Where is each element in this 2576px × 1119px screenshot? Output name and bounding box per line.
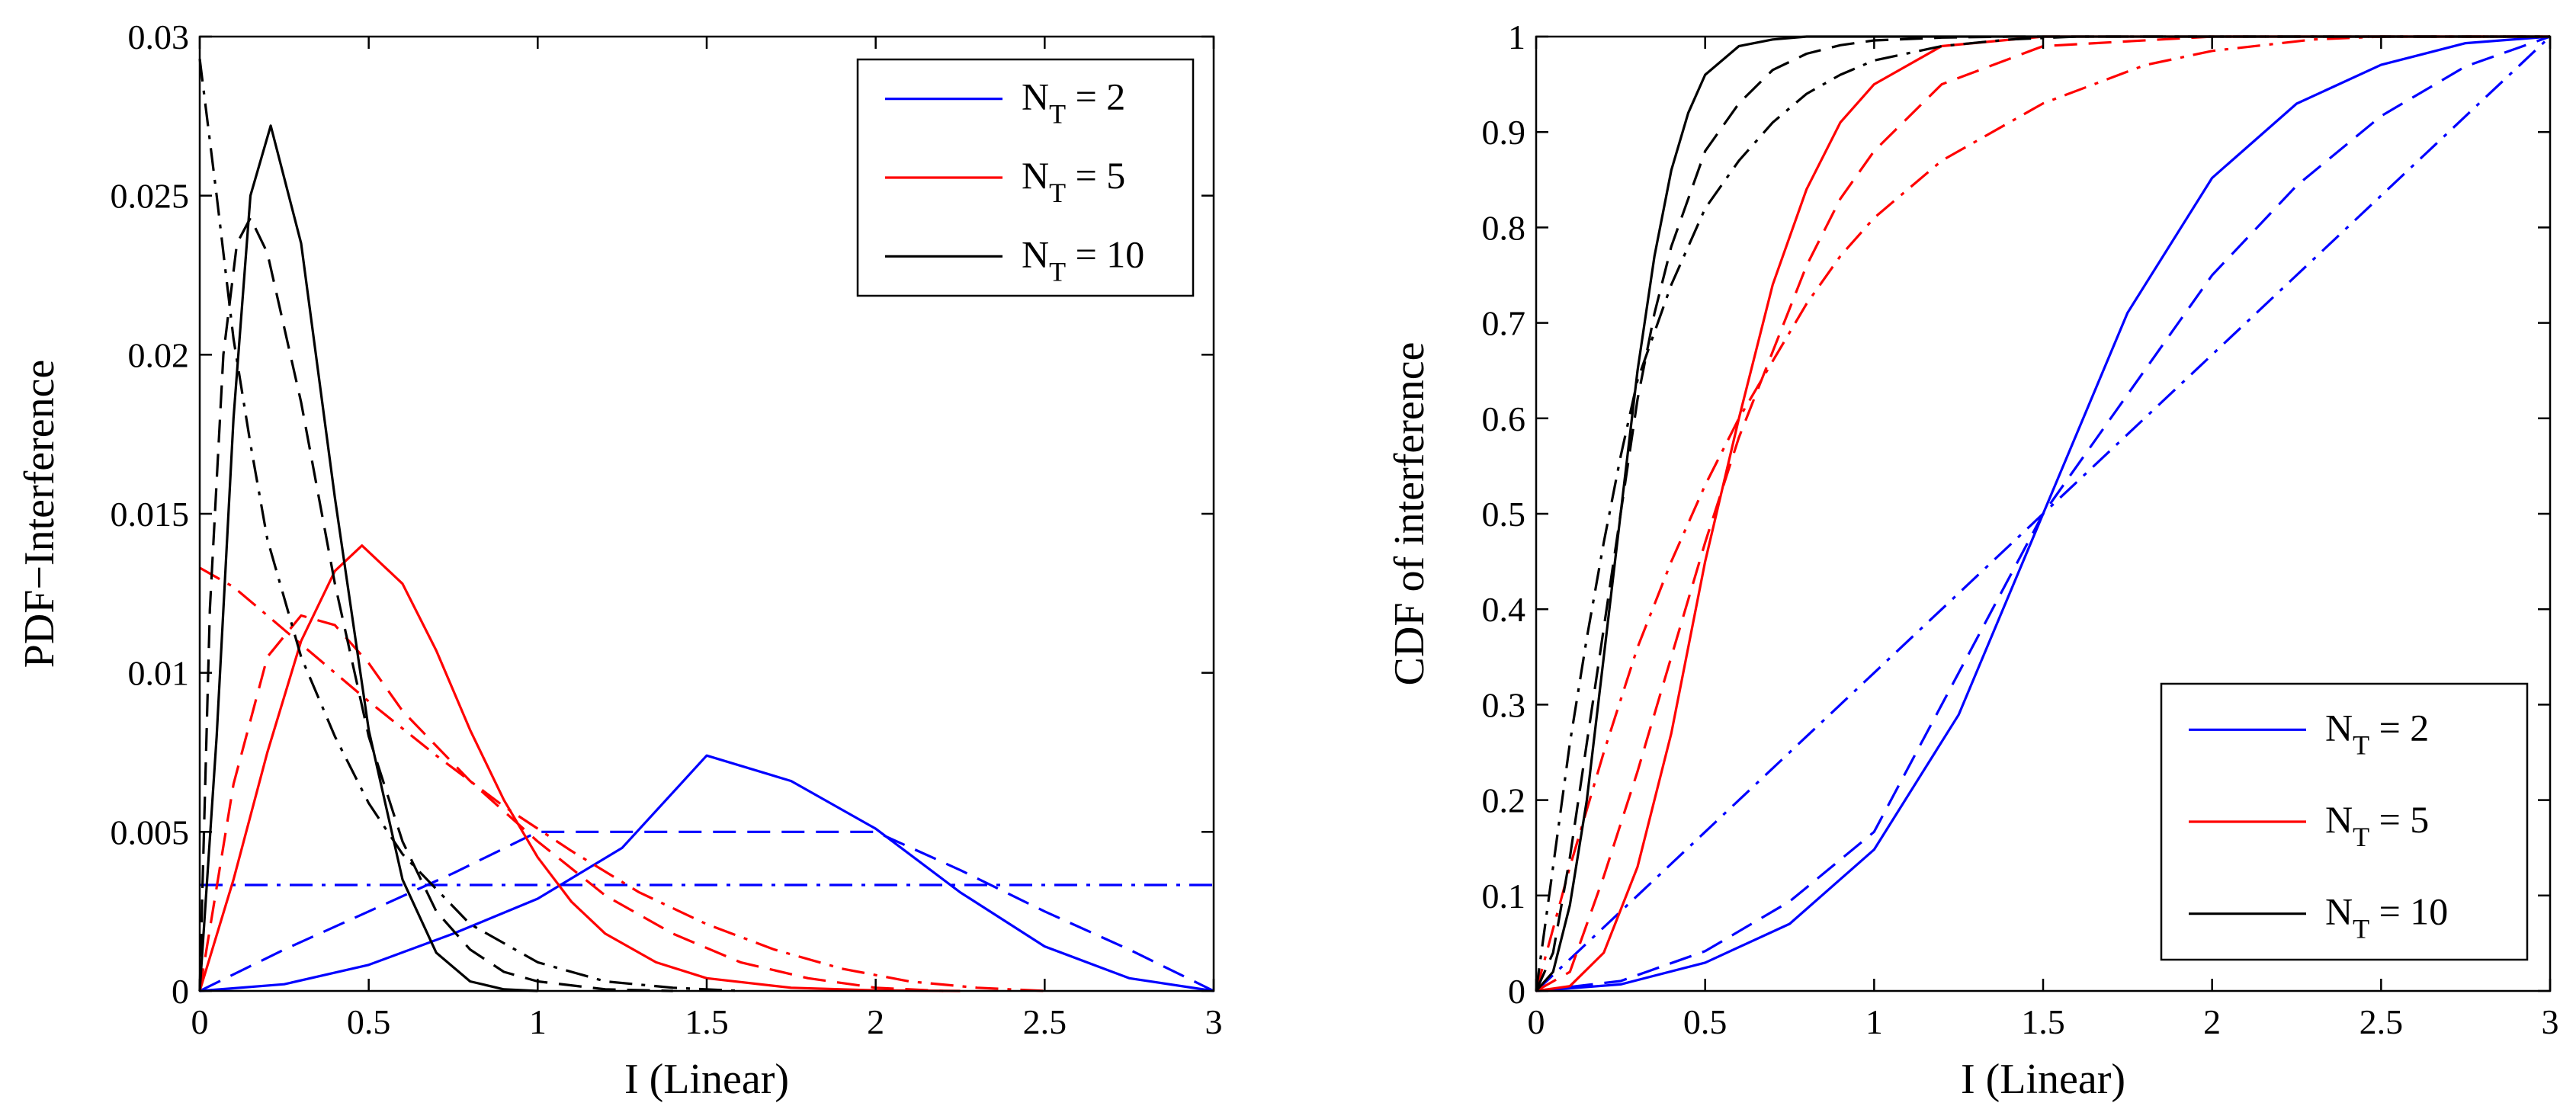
x-tick-label: 3 <box>2542 1002 2559 1041</box>
legend: NT = 2 NT = 5 NT = 10 <box>2160 682 2529 961</box>
y-tick-label: 0.005 <box>111 813 190 851</box>
series-line-dashed-7 <box>198 216 673 992</box>
series-line-solid-0 <box>199 754 1214 992</box>
y-tick-label: 0.8 <box>1482 208 1526 247</box>
legend-label: NT = 2 <box>2325 706 2429 760</box>
series-line-dashed-1 <box>199 830 1214 992</box>
x-axis-title: I (Linear) <box>624 1056 789 1103</box>
series-line-dashed-4 <box>198 614 944 992</box>
series-line-dashdot-8 <box>198 59 741 992</box>
series-line-dashdot-2 <box>1535 35 2552 992</box>
y-tick-label: 0.015 <box>111 495 190 534</box>
legend-label: NT = 5 <box>2325 798 2429 852</box>
y-tick-label: 0.03 <box>128 18 190 56</box>
x-tick-label: 2 <box>2203 1002 2221 1041</box>
x-tick-label: 0 <box>1528 1002 1545 1041</box>
y-tick-label: 0.9 <box>1482 113 1526 152</box>
x-tick-label: 3 <box>1205 1002 1223 1041</box>
y-tick-label: 0.7 <box>1482 304 1526 343</box>
legend-label: NT = 5 <box>1022 154 1125 208</box>
y-tick-label: 0.4 <box>1482 590 1526 629</box>
y-axis-title: CDF of interference <box>1386 342 1433 686</box>
y-tick-label: 0.025 <box>111 177 190 216</box>
x-tick-label: 1 <box>529 1002 547 1041</box>
x-tick-label: 2.5 <box>1023 1002 1067 1041</box>
series-line-dashdot-8 <box>1535 35 2550 992</box>
y-tick-label: 0 <box>1508 972 1525 1011</box>
y-tick-label: 0.5 <box>1482 495 1526 534</box>
legend: NT = 2 NT = 5 NT = 10 <box>856 58 1195 297</box>
y-tick-label: 0.01 <box>128 654 190 693</box>
y-tick-label: 0.6 <box>1482 399 1526 438</box>
x-tick-label: 2 <box>867 1002 884 1041</box>
x-tick-label: 0.5 <box>347 1002 391 1041</box>
y-tick-label: 1 <box>1508 18 1525 56</box>
series-line-solid-3 <box>198 544 961 992</box>
cdf-chart-panel: 0 0.5 1 1.5 2 2.5 3 0 0.1 0.2 0.3 0.4 0.5 0.6 0.7 0.8 0.… <box>1386 18 2559 1103</box>
y-tick-label: 0.02 <box>128 335 190 374</box>
x-tick-label: 0.5 <box>1683 1002 1727 1041</box>
y-tick-label: 0.3 <box>1482 685 1526 724</box>
x-tick-label: 1.5 <box>2021 1002 2065 1041</box>
series-line-solid-6 <box>198 124 538 992</box>
x-axis-title: I (Linear) <box>1961 1056 2125 1103</box>
legend-label: NT = 10 <box>1022 232 1144 287</box>
y-tick-label: 0.2 <box>1482 781 1526 820</box>
series-line-dashdot-5 <box>1535 35 2550 992</box>
x-tick-label: 2.5 <box>2359 1002 2404 1041</box>
x-tick-label: 1.5 <box>685 1002 729 1041</box>
pdf-chart-panel: 0 0.5 1 1.5 2 2.5 3 0 0.005 0.01 0.015 0.02 0.025 0.0… <box>16 18 1223 1103</box>
y-axis-title: PDF−Interference <box>16 360 63 669</box>
series-line-dashed-4 <box>1535 35 2550 992</box>
y-tick-label: 0 <box>172 972 189 1011</box>
series-line-dashed-7 <box>1535 35 2550 992</box>
legend-label: NT = 10 <box>2325 890 2448 944</box>
series-line-dashdot-5 <box>199 566 1045 992</box>
x-tick-label: 0 <box>191 1002 209 1041</box>
y-tick-label: 0.1 <box>1482 877 1526 915</box>
series-line-solid-6 <box>1535 35 2550 992</box>
legend-label: NT = 2 <box>1022 75 1125 130</box>
x-tick-label: 1 <box>1865 1002 1883 1041</box>
